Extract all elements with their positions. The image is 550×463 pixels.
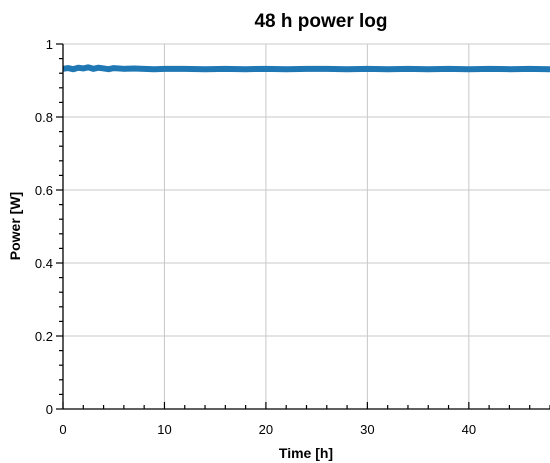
tick-labels: 0 10 20 30 40 0 0.2 0.4 0.6 0.8 1: [35, 37, 476, 437]
grid: [63, 43, 550, 409]
chart-title: 48 h power log: [254, 11, 387, 32]
x-axis-label: Time [h]: [279, 445, 333, 461]
y-tick-label: 0: [46, 402, 53, 417]
y-axis-label: Power [W]: [7, 192, 23, 260]
x-tick-label: 30: [360, 422, 374, 437]
y-tick-label: 0.8: [35, 110, 53, 125]
x-tick-label: 10: [157, 422, 171, 437]
axes: [62, 44, 550, 410]
y-tick-label: 0.2: [35, 329, 53, 344]
y-tick-label: 0.6: [35, 183, 53, 198]
x-tick-label: 0: [59, 422, 66, 437]
series-layer: [62, 64, 550, 73]
y-tick-label: 1: [46, 37, 53, 52]
ticks: [56, 43, 550, 410]
y-tick-label: 0.4: [35, 256, 53, 271]
series-line-0: [62, 64, 550, 73]
x-tick-label: 20: [259, 422, 273, 437]
x-tick-label: 40: [462, 422, 476, 437]
